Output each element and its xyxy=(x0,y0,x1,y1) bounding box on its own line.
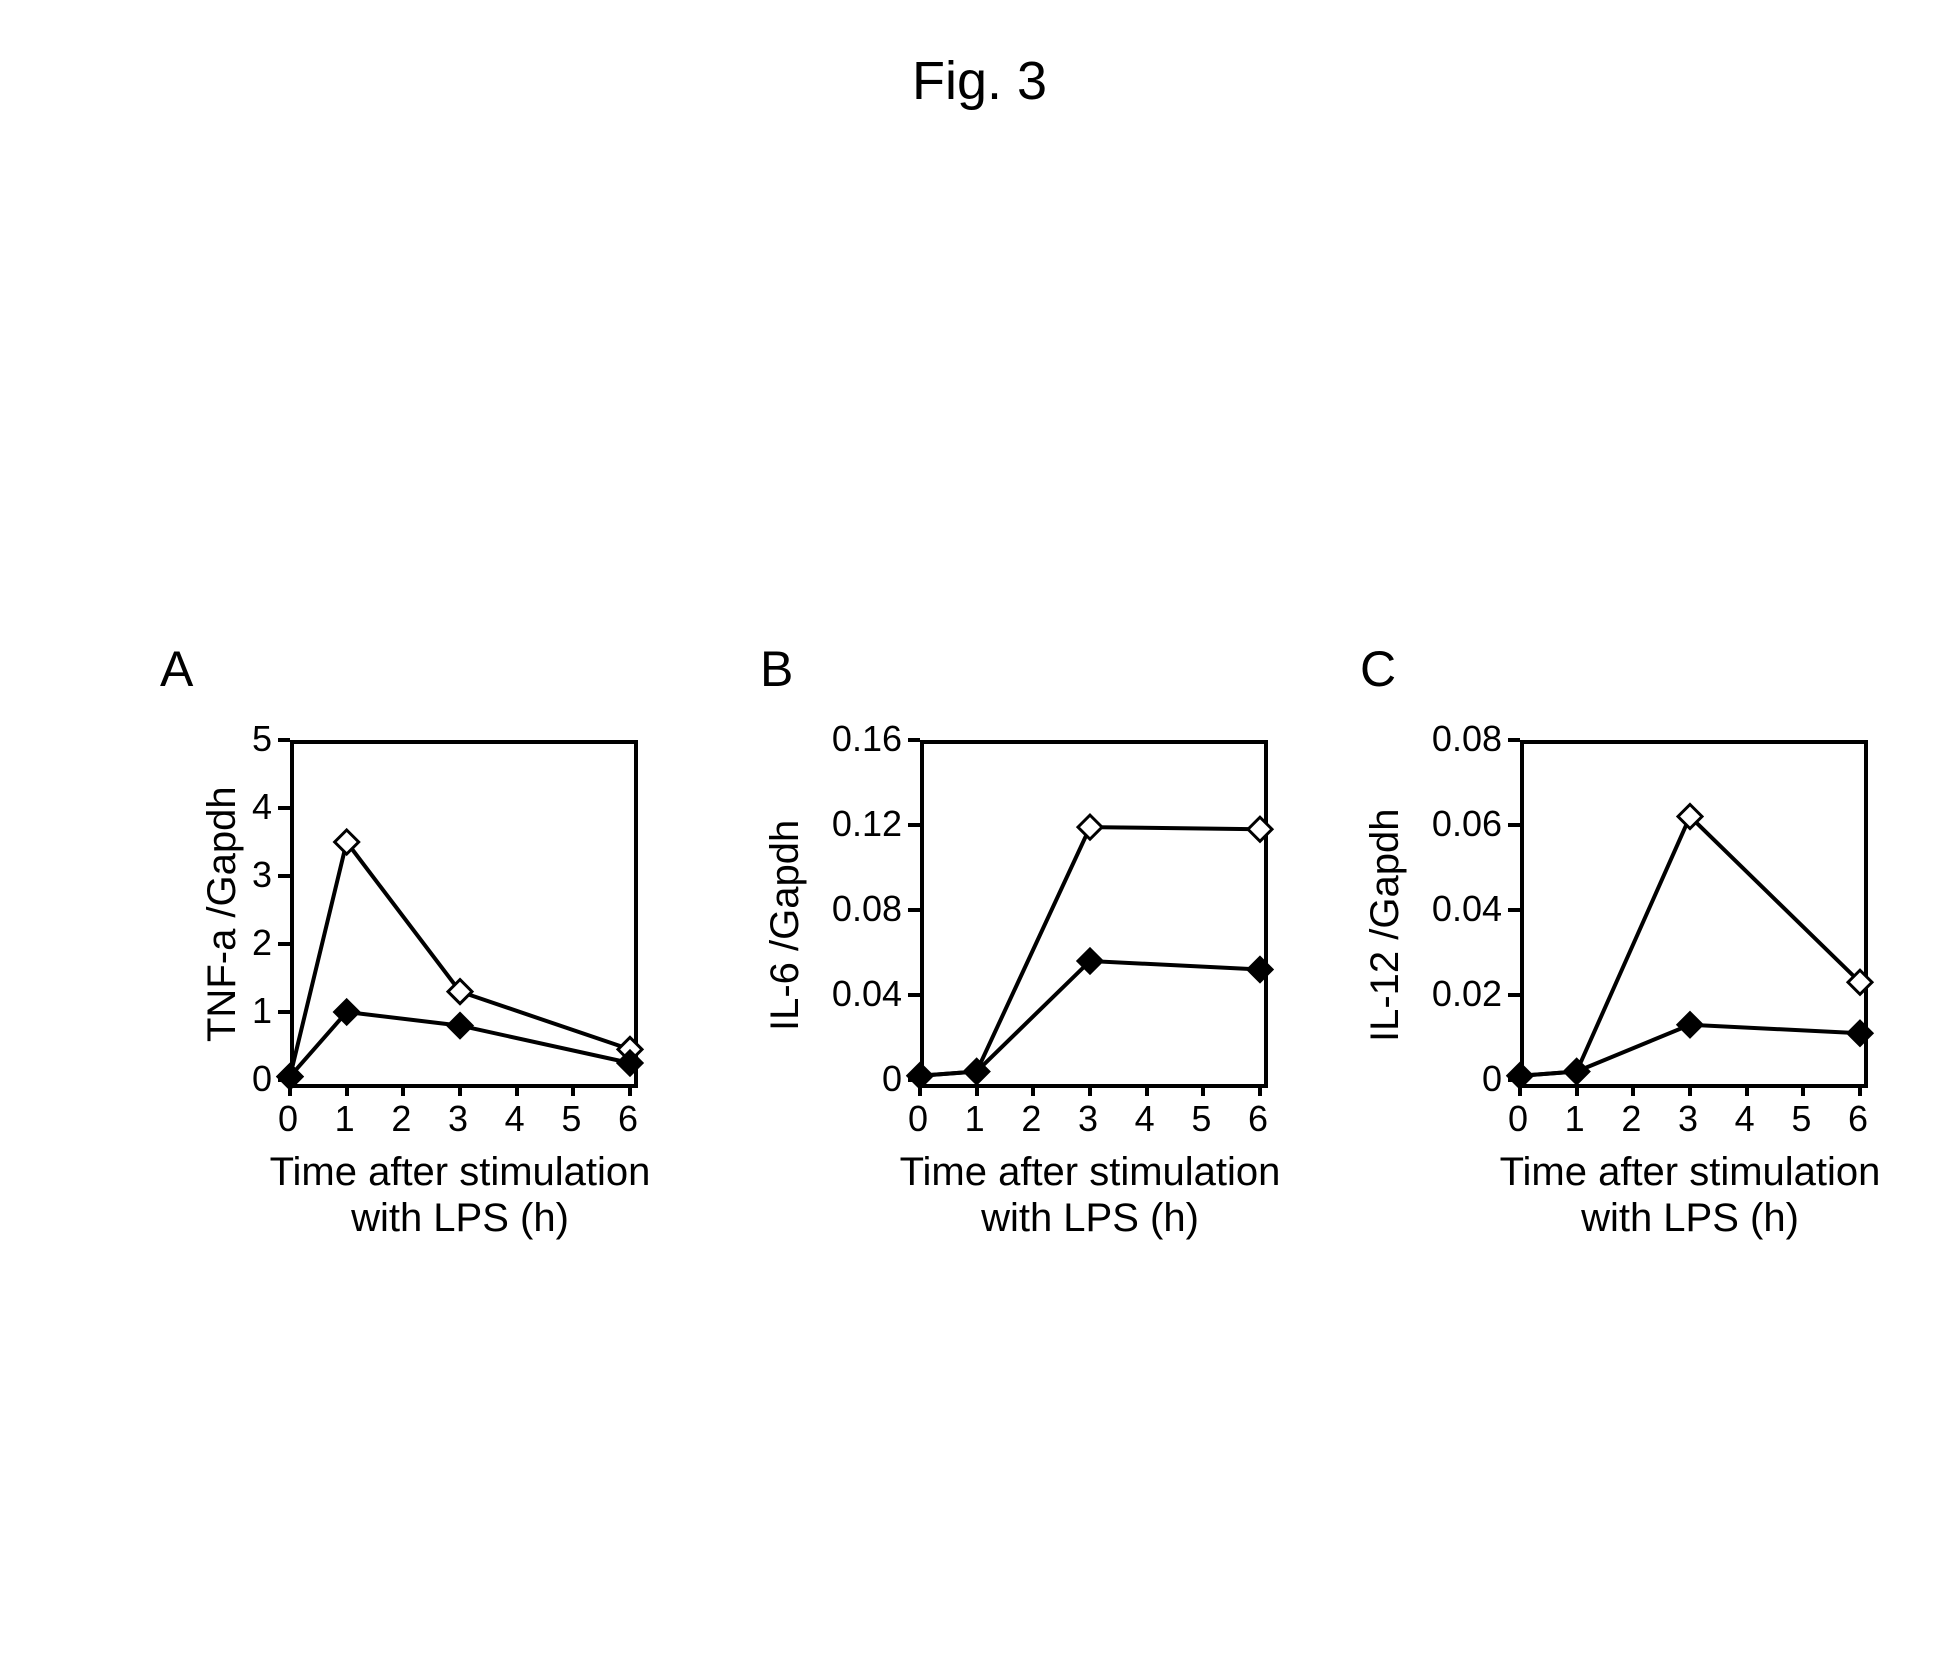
xtick-label: 5 xyxy=(1191,1098,1211,1140)
xtick-mark xyxy=(1745,1084,1749,1096)
ytick-label: 3 xyxy=(252,854,272,896)
ytick-label: 5 xyxy=(252,718,272,760)
series-marker-filled xyxy=(1565,1060,1589,1084)
xtick-label: 0 xyxy=(278,1098,298,1140)
xtick-mark xyxy=(1201,1084,1205,1096)
xtick-mark xyxy=(1801,1084,1805,1096)
xtick-label: 4 xyxy=(1735,1098,1755,1140)
ytick-mark xyxy=(1508,738,1520,742)
ytick-label: 0 xyxy=(882,1058,902,1100)
ytick-label: 2 xyxy=(252,922,272,964)
xtick-label: 0 xyxy=(1508,1098,1528,1140)
xtick-label: 2 xyxy=(391,1098,411,1140)
series-line-open xyxy=(290,842,630,1077)
ylabel-b: IL-6 /Gapdh xyxy=(763,820,808,1031)
xtick-label: 6 xyxy=(618,1098,638,1140)
ytick-mark xyxy=(278,806,290,810)
series-marker-filled xyxy=(1678,1013,1702,1037)
ytick-label: 0.02 xyxy=(1432,973,1502,1015)
xlabel-c: Time after stimulationwith LPS (h) xyxy=(1440,1149,1940,1241)
xtick-mark xyxy=(975,1084,979,1096)
xtick-label: 0 xyxy=(908,1098,928,1140)
panel-label-c: C xyxy=(1360,640,1396,698)
ytick-label: 0.06 xyxy=(1432,803,1502,845)
xtick-mark xyxy=(1575,1084,1579,1096)
xtick-mark xyxy=(515,1084,519,1096)
xtick-label: 3 xyxy=(1678,1098,1698,1140)
ytick-mark xyxy=(908,993,920,997)
figure-page: { "figure": { "title": "Fig. 3", "title_… xyxy=(0,0,1959,1677)
ytick-label: 0.04 xyxy=(1432,888,1502,930)
ytick-label: 0 xyxy=(252,1058,272,1100)
xtick-label: 5 xyxy=(1791,1098,1811,1140)
xtick-mark xyxy=(1631,1084,1635,1096)
ytick-mark xyxy=(908,823,920,827)
xlabel-b: Time after stimulationwith LPS (h) xyxy=(840,1149,1340,1241)
ylabel-a: TNF-a /Gapdh xyxy=(200,786,245,1042)
xtick-label: 6 xyxy=(1848,1098,1868,1140)
xtick-label: 2 xyxy=(1021,1098,1041,1140)
series-marker-open xyxy=(1078,815,1102,839)
series-marker-filled xyxy=(448,1014,472,1038)
panel-label-a: A xyxy=(160,640,193,698)
ytick-label: 0.16 xyxy=(832,718,902,760)
series-line-filled xyxy=(920,961,1260,1076)
xtick-mark xyxy=(1145,1084,1149,1096)
xtick-mark xyxy=(1031,1084,1035,1096)
xtick-label: 2 xyxy=(1621,1098,1641,1140)
ytick-label: 0 xyxy=(1482,1058,1502,1100)
xtick-mark xyxy=(1858,1084,1862,1096)
ytick-label: 0.04 xyxy=(832,973,902,1015)
ytick-mark xyxy=(1508,908,1520,912)
xtick-label: 5 xyxy=(561,1098,581,1140)
xtick-mark xyxy=(1688,1084,1692,1096)
panel-label-b: B xyxy=(760,640,793,698)
xtick-label: 3 xyxy=(1078,1098,1098,1140)
ytick-mark xyxy=(278,1010,290,1014)
xlabel-a: Time after stimulationwith LPS (h) xyxy=(210,1149,710,1241)
xtick-mark xyxy=(401,1084,405,1096)
xtick-label: 4 xyxy=(1135,1098,1155,1140)
ytick-label: 0.12 xyxy=(832,803,902,845)
ytick-label: 4 xyxy=(252,786,272,828)
xtick-mark xyxy=(571,1084,575,1096)
xtick-label: 4 xyxy=(505,1098,525,1140)
series-marker-filled xyxy=(1248,958,1272,982)
ytick-mark xyxy=(278,874,290,878)
xtick-label: 1 xyxy=(1565,1098,1585,1140)
ytick-mark xyxy=(278,942,290,946)
ytick-mark xyxy=(278,738,290,742)
ytick-label: 0.08 xyxy=(1432,718,1502,760)
plot-svg-a xyxy=(290,740,630,1080)
ytick-mark xyxy=(908,908,920,912)
xtick-mark xyxy=(1258,1084,1262,1096)
ytick-label: 1 xyxy=(252,990,272,1032)
xtick-mark xyxy=(345,1084,349,1096)
xtick-mark xyxy=(628,1084,632,1096)
ytick-mark xyxy=(908,738,920,742)
plot-svg-c xyxy=(1520,740,1860,1080)
ylabel-c: IL-12 /Gapdh xyxy=(1363,809,1408,1043)
series-marker-open xyxy=(1248,817,1272,841)
ytick-mark xyxy=(1508,823,1520,827)
ytick-label: 0.08 xyxy=(832,888,902,930)
xtick-label: 1 xyxy=(335,1098,355,1140)
xtick-mark xyxy=(458,1084,462,1096)
xtick-label: 6 xyxy=(1248,1098,1268,1140)
xtick-label: 1 xyxy=(965,1098,985,1140)
ytick-mark xyxy=(1508,993,1520,997)
series-marker-filled xyxy=(1848,1021,1872,1045)
xtick-label: 3 xyxy=(448,1098,468,1140)
plot-svg-b xyxy=(920,740,1260,1080)
figure-title: Fig. 3 xyxy=(0,50,1959,112)
xtick-mark xyxy=(1088,1084,1092,1096)
